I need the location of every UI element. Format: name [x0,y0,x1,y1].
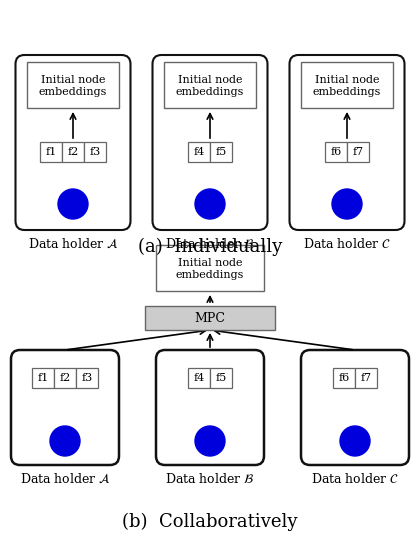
Text: f5: f5 [215,147,227,157]
FancyBboxPatch shape [301,350,409,465]
Circle shape [195,189,225,219]
FancyBboxPatch shape [347,142,369,162]
Text: f4: f4 [193,373,205,383]
Text: Data holder $\mathcal{C}$: Data holder $\mathcal{C}$ [303,237,391,251]
Text: f6: f6 [331,147,341,157]
FancyBboxPatch shape [76,368,98,388]
FancyBboxPatch shape [355,368,377,388]
FancyBboxPatch shape [210,142,232,162]
Text: Initial node: Initial node [41,75,105,85]
FancyBboxPatch shape [164,62,256,108]
Text: embeddings: embeddings [313,87,381,97]
Text: Initial node: Initial node [178,258,242,268]
Text: Data holder $\mathcal{A}$: Data holder $\mathcal{A}$ [19,472,110,485]
Circle shape [195,426,225,456]
Text: f7: f7 [352,147,364,157]
FancyBboxPatch shape [301,62,393,108]
Text: (a)  Individually: (a) Individually [138,238,282,256]
FancyBboxPatch shape [27,62,119,108]
Text: Data holder $\mathcal{B}$: Data holder $\mathcal{B}$ [165,472,255,486]
Text: Initial node: Initial node [315,75,379,85]
Text: Data holder $\mathcal{A}$: Data holder $\mathcal{A}$ [27,237,118,251]
Text: f2: f2 [59,373,71,383]
FancyBboxPatch shape [16,55,131,230]
Text: embeddings: embeddings [176,87,244,97]
FancyBboxPatch shape [62,142,84,162]
Text: f1: f1 [37,373,49,383]
Text: (b)  Collaboratively: (b) Collaboratively [122,513,298,531]
Text: embeddings: embeddings [39,87,107,97]
FancyBboxPatch shape [188,368,210,388]
Text: Data holder $\mathcal{C}$: Data holder $\mathcal{C}$ [311,472,399,486]
Text: Initial node: Initial node [178,75,242,85]
Circle shape [332,189,362,219]
Text: f5: f5 [215,373,227,383]
FancyBboxPatch shape [289,55,404,230]
FancyBboxPatch shape [210,368,232,388]
Text: f4: f4 [193,147,205,157]
FancyBboxPatch shape [188,142,210,162]
Text: Data holder $\mathcal{B}$: Data holder $\mathcal{B}$ [165,237,255,251]
FancyBboxPatch shape [145,306,275,330]
FancyBboxPatch shape [32,368,54,388]
Text: f7: f7 [360,373,372,383]
Text: f3: f3 [89,147,101,157]
FancyBboxPatch shape [40,142,62,162]
Circle shape [340,426,370,456]
Text: MPC: MPC [194,312,226,325]
Text: f6: f6 [339,373,349,383]
FancyBboxPatch shape [333,368,355,388]
FancyBboxPatch shape [152,55,268,230]
FancyBboxPatch shape [325,142,347,162]
FancyBboxPatch shape [54,368,76,388]
FancyBboxPatch shape [156,350,264,465]
Circle shape [50,426,80,456]
Circle shape [58,189,88,219]
Text: f1: f1 [45,147,57,157]
FancyBboxPatch shape [84,142,106,162]
FancyBboxPatch shape [11,350,119,465]
Text: f2: f2 [67,147,79,157]
Text: f3: f3 [81,373,93,383]
Text: embeddings: embeddings [176,270,244,280]
FancyBboxPatch shape [156,245,264,291]
